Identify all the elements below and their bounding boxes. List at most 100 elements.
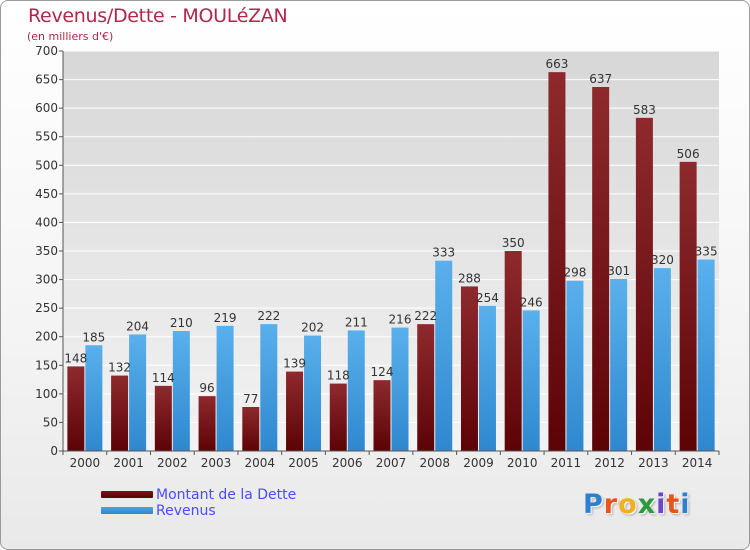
data-label-debt: 350 (502, 236, 525, 250)
legend-label-revenue: Revenus (156, 503, 216, 519)
data-label-debt: 132 (108, 361, 131, 375)
data-label-debt: 583 (633, 103, 656, 117)
x-tick-label: 2005 (288, 456, 319, 470)
bar-revenue (522, 310, 540, 451)
y-tick-label: 650 (35, 73, 58, 87)
data-label-debt: 118 (327, 369, 350, 383)
data-label-revenue: 216 (389, 313, 412, 327)
x-tick-label: 2010 (507, 456, 538, 470)
y-tick-label: 250 (35, 301, 58, 315)
bar-debt (635, 117, 653, 451)
data-label-debt: 124 (371, 365, 394, 379)
x-tick-label: 2000 (70, 456, 101, 470)
bar-revenue (172, 331, 190, 451)
data-label-revenue: 301 (607, 264, 630, 278)
x-tick-label: 2001 (113, 456, 144, 470)
bar-debt (592, 87, 610, 451)
x-tick-label: 2006 (332, 456, 363, 470)
bar-revenue (260, 324, 278, 451)
y-tick-label: 550 (35, 130, 58, 144)
bar-debt (417, 324, 435, 451)
data-label-revenue: 333 (432, 246, 455, 260)
data-label-revenue: 219 (214, 311, 237, 325)
bar-debt (548, 72, 566, 452)
chart-subtitle: (en milliers d'€) (27, 30, 114, 43)
data-label-revenue: 185 (82, 330, 105, 344)
data-label-debt: 96 (199, 381, 214, 395)
x-tick-label: 2002 (157, 456, 188, 470)
y-tick-label: 300 (35, 273, 58, 287)
data-label-revenue: 202 (301, 321, 324, 335)
data-label-debt: 506 (677, 147, 700, 161)
data-label-revenue: 298 (563, 266, 586, 280)
legend-swatch-debt (101, 491, 153, 498)
logo-letter: P (583, 489, 604, 520)
bar-debt (329, 383, 347, 451)
data-label-revenue: 254 (476, 291, 499, 305)
bar-revenue (85, 345, 103, 451)
bar-debt (460, 286, 478, 451)
data-label-revenue: 246 (520, 295, 543, 309)
logo-letter: i (656, 489, 667, 520)
y-tick-label: 600 (35, 101, 58, 115)
data-label-revenue: 320 (651, 253, 674, 267)
bar-revenue (304, 335, 322, 451)
legend-label-debt: Montant de la Dette (156, 487, 297, 503)
bar-debt (154, 385, 172, 451)
data-label-debt: 222 (414, 309, 437, 323)
data-label-debt: 637 (589, 72, 612, 86)
data-label-debt: 139 (283, 357, 306, 371)
x-tick-label: 2014 (682, 456, 713, 470)
bar-debt (679, 161, 697, 451)
x-tick-label: 2009 (463, 456, 494, 470)
bar-revenue (697, 259, 715, 451)
logo-letter: x (637, 489, 657, 520)
bar-revenue (478, 305, 496, 451)
bar-debt (198, 396, 216, 451)
data-label-revenue: 222 (257, 309, 280, 323)
bar-debt (286, 371, 304, 451)
y-tick-label: 150 (35, 358, 58, 372)
bar-revenue (566, 280, 584, 451)
logo-letter: o (618, 489, 638, 520)
bar-revenue (129, 334, 147, 451)
y-tick-label: 50 (43, 415, 58, 429)
bar-debt (67, 366, 85, 451)
y-tick-label: 200 (35, 330, 58, 344)
logo-letter: i (680, 489, 691, 520)
bar-revenue (216, 325, 234, 451)
y-tick-label: 700 (35, 44, 58, 58)
x-tick-label: 2011 (551, 456, 582, 470)
bar-debt (242, 407, 260, 451)
data-label-debt: 288 (458, 271, 481, 285)
y-tick-label: 400 (35, 215, 58, 229)
data-label-debt: 663 (545, 57, 568, 71)
bar-debt (111, 375, 129, 451)
x-tick-label: 2012 (594, 456, 625, 470)
x-tick-label: 2004 (245, 456, 276, 470)
bar-revenue (653, 268, 671, 451)
y-tick-label: 100 (35, 387, 58, 401)
logo-letter: t (666, 489, 681, 520)
bar-revenue (435, 260, 453, 451)
x-tick-label: 2007 (376, 456, 407, 470)
data-label-revenue: 335 (695, 245, 718, 259)
x-tick-label: 2003 (201, 456, 232, 470)
y-tick-label: 350 (35, 244, 58, 258)
y-tick-label: 0 (50, 444, 58, 458)
y-tick-label: 500 (35, 158, 58, 172)
bar-debt (504, 251, 522, 451)
bar-revenue (610, 279, 628, 451)
x-tick-label: 2008 (419, 456, 450, 470)
data-label-revenue: 211 (345, 315, 368, 329)
data-label-debt: 77 (243, 392, 258, 406)
data-label-debt: 148 (64, 351, 87, 365)
proxiti-logo: Proxiti (583, 489, 691, 520)
chart-title: Revenus/Dette - MOULéZAN (28, 5, 288, 27)
x-tick-label: 2013 (638, 456, 669, 470)
bar-revenue (391, 327, 409, 451)
data-label-revenue: 210 (170, 316, 193, 330)
data-label-revenue: 204 (126, 319, 149, 333)
